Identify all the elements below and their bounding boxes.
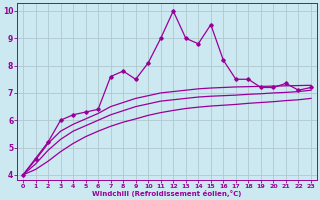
X-axis label: Windchill (Refroidissement éolien,°C): Windchill (Refroidissement éolien,°C)	[92, 190, 242, 197]
